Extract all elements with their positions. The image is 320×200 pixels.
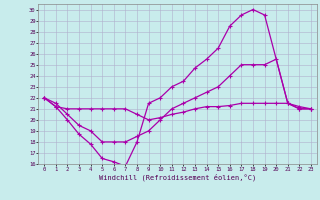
X-axis label: Windchill (Refroidissement éolien,°C): Windchill (Refroidissement éolien,°C) bbox=[99, 173, 256, 181]
